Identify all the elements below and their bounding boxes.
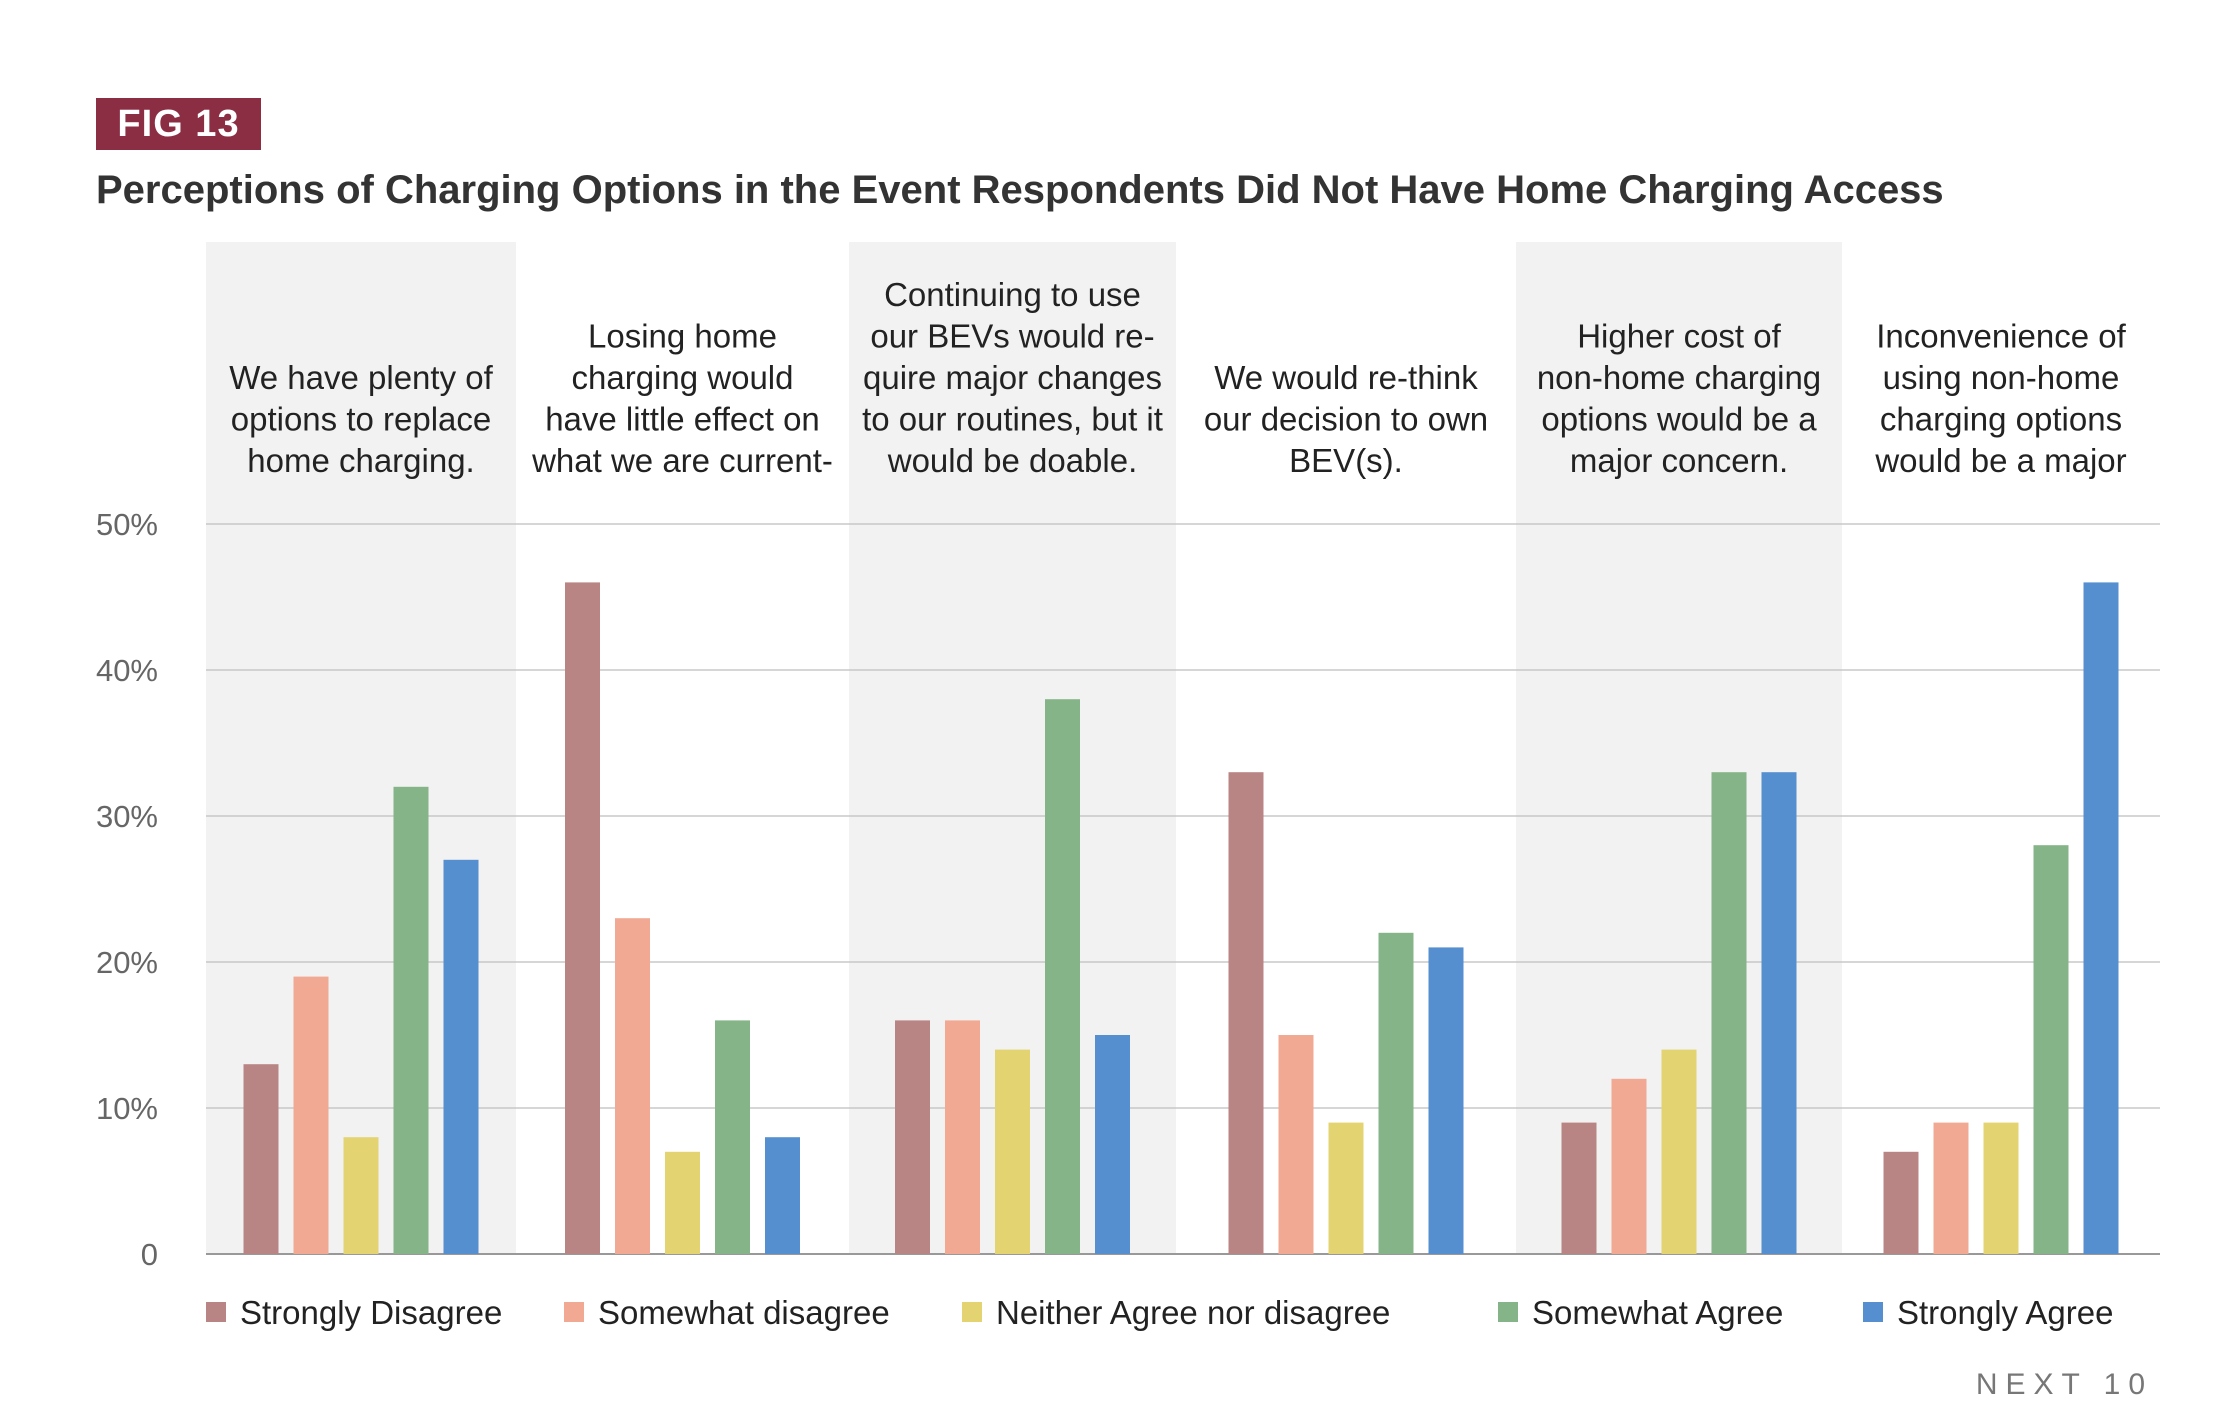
- y-tick-label: 20%: [96, 945, 158, 980]
- category-label-line: Inconvenience of: [1876, 318, 2126, 355]
- legend-label: Somewhat Agree: [1532, 1294, 1783, 1331]
- legend-label: Strongly Disagree: [240, 1294, 502, 1331]
- bar: [1095, 1035, 1130, 1254]
- bar: [615, 918, 650, 1254]
- bar: [393, 786, 429, 1254]
- bar: [665, 1151, 700, 1254]
- category-label-line: Losing home: [588, 318, 777, 355]
- category-label: We have plenty of options to replace home …: [229, 359, 493, 479]
- y-axis-ticks: 0 10% 20% 30% 40% 50%: [96, 507, 158, 1272]
- category-label-line: We would re-think: [1214, 359, 1478, 396]
- legend-swatch: [962, 1302, 982, 1322]
- bar: [293, 976, 329, 1254]
- bar: [715, 1020, 750, 1254]
- category-label-line: have little effect on: [545, 401, 820, 438]
- bar: [1933, 1122, 1969, 1254]
- bar: [243, 1064, 279, 1254]
- bar: [1045, 699, 1080, 1254]
- category-label-line: to our routines, but it: [862, 401, 1163, 438]
- legend-swatch: [1498, 1302, 1518, 1322]
- category-label: Inconvenience of using non-home charging o…: [1874, 318, 2126, 480]
- bar: [1711, 772, 1747, 1254]
- category-label: Higher cost of non-home charging options w…: [1537, 318, 1821, 480]
- legend-label: Strongly Agree: [1897, 1294, 2113, 1331]
- legend-swatch: [564, 1302, 584, 1322]
- bar: [1378, 932, 1414, 1254]
- legend-swatch: [206, 1302, 226, 1322]
- bar: [2033, 845, 2069, 1254]
- category-label-line: what we are current-: [531, 442, 833, 479]
- y-tick-label: 10%: [96, 1091, 158, 1126]
- bar: [565, 582, 600, 1254]
- y-tick-label: 0: [141, 1237, 158, 1272]
- bar: [995, 1049, 1030, 1254]
- category-label-line: BEV(s).: [1289, 442, 1403, 479]
- category-label-line: non-home charging: [1537, 359, 1821, 396]
- category-label-line: our decision to own: [1204, 401, 1488, 438]
- legend-label: Somewhat disagree: [598, 1294, 890, 1331]
- bar: [2083, 582, 2119, 1254]
- bar: [765, 1137, 800, 1254]
- bar: [1328, 1122, 1364, 1254]
- bar: [1883, 1151, 1919, 1254]
- bar: [443, 859, 479, 1254]
- bar: [895, 1020, 930, 1254]
- category-label-line: charging would: [572, 359, 794, 396]
- category-label-line: Higher cost of: [1577, 318, 1781, 355]
- category-label: We would re-think our decision to own BEV(…: [1204, 359, 1488, 479]
- category-label: Losing home charging would have little eff…: [531, 318, 833, 480]
- legend: Strongly Disagree Somewhat disagree Neithe…: [206, 1294, 2113, 1331]
- category-label-line: charging options: [1880, 401, 2122, 438]
- category-label-line: our BEVs would re-: [870, 318, 1154, 355]
- y-tick-label: 40%: [96, 653, 158, 688]
- bars: [243, 582, 2119, 1254]
- category-label-line: using non-home: [1883, 359, 2120, 396]
- category-label-line: Continuing to use: [884, 276, 1141, 313]
- category-labels: We have plenty of options to replace home …: [229, 276, 2126, 479]
- bar: [1983, 1122, 2019, 1254]
- chart-title: Perceptions of Charging Options in the E…: [96, 168, 1944, 212]
- figure-badge: FIG 13: [96, 98, 261, 150]
- gridlines: [206, 523, 2160, 1255]
- category-label-line: We have plenty of: [229, 359, 493, 396]
- bar: [1278, 1035, 1314, 1254]
- category-label-line: major concern.: [1570, 442, 1788, 479]
- category-label-line: home charging.: [247, 442, 474, 479]
- bar: [945, 1020, 980, 1254]
- bar: [1611, 1078, 1647, 1254]
- category-label-line: would be a major: [1874, 442, 2126, 479]
- brand-logo-text: NEXT 10: [1975, 1368, 2153, 1401]
- category-label-line: would be doable.: [887, 442, 1138, 479]
- y-tick-label: 50%: [96, 507, 158, 542]
- category-label-line: quire major changes: [863, 359, 1162, 396]
- bar: [1428, 947, 1464, 1254]
- category-label: Continuing to use our BEVs would re-quire…: [862, 276, 1163, 479]
- legend-label: Neither Agree nor disagree: [996, 1294, 1390, 1331]
- category-label-line: options to replace: [231, 401, 492, 438]
- legend-swatch: [1863, 1302, 1883, 1322]
- bar: [1561, 1122, 1597, 1254]
- bar: [1661, 1049, 1697, 1254]
- y-tick-label: 30%: [96, 799, 158, 834]
- category-label-line: options would be a: [1541, 401, 1817, 438]
- bar: [343, 1137, 379, 1254]
- bar: [1228, 772, 1264, 1254]
- bar: [1761, 772, 1797, 1254]
